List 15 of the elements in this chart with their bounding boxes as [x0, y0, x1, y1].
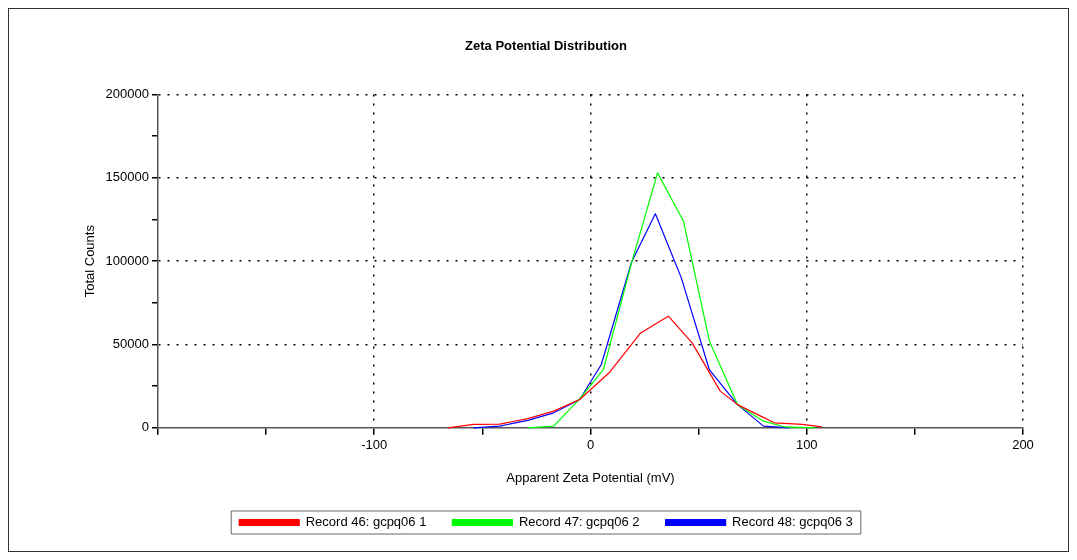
x-tick-label: -100 — [361, 437, 388, 453]
y-axis-title: Total Counts — [82, 224, 98, 298]
x-tick-label: 100 — [795, 437, 818, 453]
y-tick-label: 50000 — [112, 336, 149, 352]
x-tick-label: 200 — [1012, 437, 1034, 453]
legend-label: Record 48: gcpq06 3 — [732, 514, 853, 530]
chart-title: Zeta Potential Distribution — [465, 38, 627, 54]
y-tick-label: 200000 — [105, 86, 149, 102]
x-tick-label: 0 — [586, 437, 595, 453]
y-tick-label: 100000 — [105, 252, 149, 268]
legend-label: Record 47: gcpq06 2 — [518, 514, 640, 530]
legend-label: Record 46: gcpq06 1 — [305, 514, 427, 530]
y-tick-label: 0 — [141, 419, 149, 435]
y-tick-label: 150000 — [105, 169, 149, 185]
x-axis-title: Apparent Zeta Potential (mV) — [506, 469, 675, 485]
